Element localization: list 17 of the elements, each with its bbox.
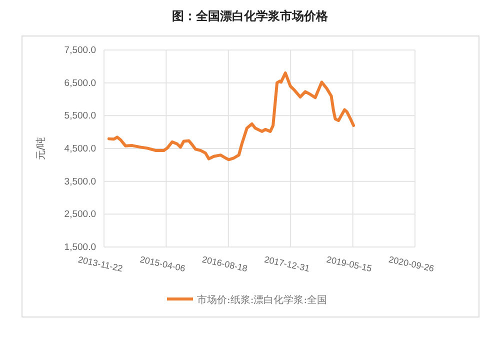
legend-label: 市场价:纸浆:漂白化学浆:全国 bbox=[197, 294, 328, 306]
x-tick-label: 2015-04-06 bbox=[139, 254, 186, 274]
y-tick-label: 2,500.0 bbox=[64, 209, 96, 220]
x-tick-label: 2013-11-22 bbox=[77, 254, 124, 274]
x-tick-label: 2016-08-18 bbox=[201, 254, 248, 274]
y-tick-label: 6,500.0 bbox=[64, 78, 96, 89]
chart-title: 图：全国漂白化学浆市场价格 bbox=[172, 9, 329, 23]
y-tick-label: 7,500.0 bbox=[64, 45, 96, 56]
y-tick-label: 1,500.0 bbox=[64, 242, 96, 254]
y-axis-title: 元/吨 bbox=[35, 136, 47, 160]
y-tick-label: 3,500.0 bbox=[64, 176, 96, 188]
line-series bbox=[107, 71, 356, 162]
y-tick-label: 5,500.0 bbox=[64, 110, 96, 122]
x-tick-label: 2019-05-15 bbox=[326, 254, 373, 274]
x-tick-label: 2017-12-31 bbox=[263, 254, 311, 274]
y-tick-label: 4,500.0 bbox=[64, 144, 96, 155]
x-tick-label: 2020-09-26 bbox=[388, 254, 435, 274]
